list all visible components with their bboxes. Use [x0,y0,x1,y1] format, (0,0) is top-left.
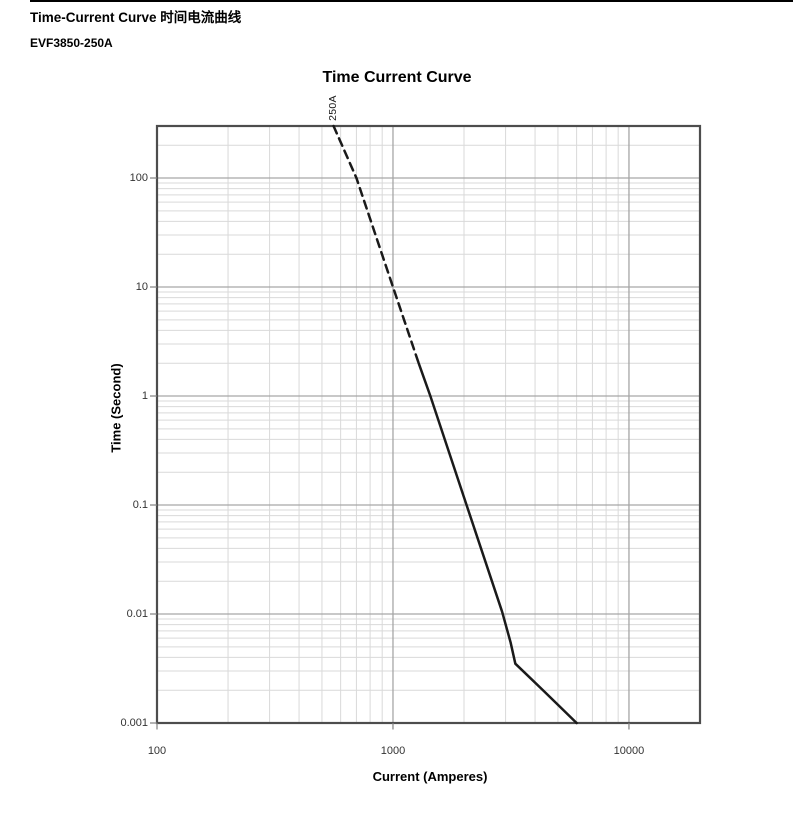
x-tick-label: 1000 [380,745,406,757]
chart-title: Time Current Curve [322,69,472,86]
curve-250a-solid [417,361,578,725]
x-axis-title: Current (Amperes) [372,769,488,784]
curve-label-250a: 250A [327,95,339,121]
plot-area [150,124,702,730]
y-tick-label: 10 [135,281,148,293]
curve-250a-dashed [332,124,420,365]
x-tick-label: 100 [147,745,167,757]
y-tick-label: 100 [129,172,148,184]
page-top-rule [30,0,793,2]
plot-border [155,124,702,725]
y-tick-label: 0.001 [120,717,148,729]
y-tick-label: 0.01 [126,608,148,620]
y-axis-title: Time (Second) [108,363,124,453]
y-tick-label: 1 [141,390,148,402]
doc-subheading: EVF3850-250A [30,36,113,50]
y-tick-label: 0.1 [132,499,148,511]
x-tick-label: 10000 [613,745,645,757]
doc-heading: Time-Current Curve 时间电流曲线 [30,10,242,25]
